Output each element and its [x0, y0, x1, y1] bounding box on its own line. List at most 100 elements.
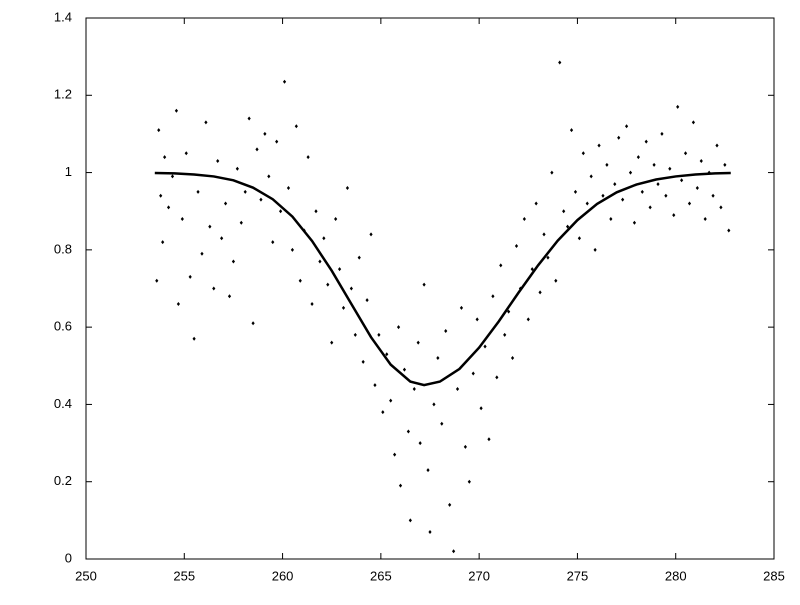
- x-tick-label: 250: [75, 568, 97, 583]
- data-point: [314, 209, 318, 214]
- data-point: [727, 228, 731, 233]
- data-point: [166, 205, 171, 210]
- data-point: [656, 182, 660, 187]
- data-point: [196, 189, 200, 194]
- data-point: [251, 321, 255, 326]
- data-point: [660, 131, 664, 136]
- data-point: [231, 259, 236, 264]
- data-point: [369, 232, 373, 237]
- data-point: [286, 186, 291, 191]
- data-point: [322, 236, 326, 241]
- data-point: [459, 305, 464, 310]
- data-point: [271, 240, 275, 245]
- data-point: [558, 60, 562, 65]
- data-point: [373, 383, 377, 388]
- x-tick-label: 285: [763, 568, 785, 583]
- data-point: [204, 120, 208, 125]
- data-point: [398, 483, 403, 488]
- data-point: [318, 259, 322, 264]
- data-point: [275, 139, 279, 144]
- data-point: [180, 216, 184, 221]
- y-tick-label: 1: [65, 164, 72, 179]
- data-point: [208, 224, 212, 229]
- data-point: [605, 162, 609, 167]
- data-point: [676, 104, 680, 109]
- data-point: [174, 108, 179, 113]
- data-point: [573, 189, 578, 194]
- data-point: [687, 201, 692, 206]
- data-point: [377, 332, 381, 337]
- data-point: [389, 398, 393, 403]
- fit-curve: [154, 171, 731, 387]
- data-point: [451, 549, 456, 554]
- data-point: [192, 336, 196, 341]
- data-point: [652, 162, 656, 167]
- data-point: [393, 452, 397, 457]
- data-point: [471, 371, 475, 376]
- data-point: [223, 201, 228, 206]
- y-tick-label: 0: [65, 550, 72, 565]
- data-point: [163, 155, 167, 160]
- data-point: [402, 367, 407, 372]
- data-point: [306, 155, 310, 160]
- data-point: [294, 124, 298, 129]
- data-point: [719, 205, 723, 210]
- y-tick-label: 1.2: [54, 87, 72, 102]
- data-point: [581, 151, 585, 156]
- data-point: [499, 263, 503, 268]
- data-point: [628, 170, 633, 175]
- data-point: [711, 193, 715, 198]
- data-point: [220, 236, 224, 241]
- data-point: [282, 79, 287, 84]
- data-point: [326, 282, 330, 287]
- data-point: [416, 340, 420, 345]
- data-point: [422, 282, 426, 287]
- data-point: [432, 402, 436, 407]
- data-point: [648, 205, 652, 210]
- data-point: [243, 189, 247, 194]
- data-point: [176, 301, 180, 306]
- data-point: [640, 189, 644, 194]
- data-point: [526, 317, 530, 322]
- data-point: [349, 286, 353, 291]
- data-point: [715, 143, 719, 148]
- x-tick-label: 265: [370, 568, 392, 583]
- data-point: [396, 325, 401, 330]
- data-point: [337, 267, 342, 272]
- y-tick-label: 0.6: [54, 319, 72, 334]
- data-point: [345, 186, 350, 191]
- data-point: [436, 356, 440, 361]
- data-point: [507, 309, 511, 314]
- data-point: [200, 251, 204, 256]
- data-point: [699, 158, 703, 163]
- data-point: [455, 386, 460, 391]
- x-tick-label: 270: [468, 568, 490, 583]
- data-point: [259, 197, 263, 202]
- data-point: [562, 209, 566, 214]
- data-point: [644, 139, 648, 144]
- data-point: [247, 116, 251, 121]
- data-point: [542, 232, 546, 237]
- data-point: [463, 444, 467, 449]
- data-point: [361, 359, 365, 364]
- data-point: [157, 128, 161, 133]
- plot-frame: [85, 17, 775, 560]
- y-tick-label: 0.2: [54, 473, 72, 488]
- data-point: [491, 294, 495, 299]
- data-point: [566, 224, 570, 229]
- x-tick-label: 280: [665, 568, 687, 583]
- data-point: [617, 135, 621, 140]
- data-point: [593, 247, 597, 252]
- data-point: [636, 155, 640, 160]
- data-point: [475, 317, 479, 322]
- data-point: [503, 332, 507, 337]
- y-tick-label: 0.8: [54, 241, 72, 256]
- data-point: [514, 243, 519, 248]
- data-point: [609, 216, 613, 221]
- data-point: [412, 386, 416, 391]
- data-point: [479, 406, 483, 411]
- data-point: [159, 193, 163, 198]
- data-point: [624, 124, 629, 129]
